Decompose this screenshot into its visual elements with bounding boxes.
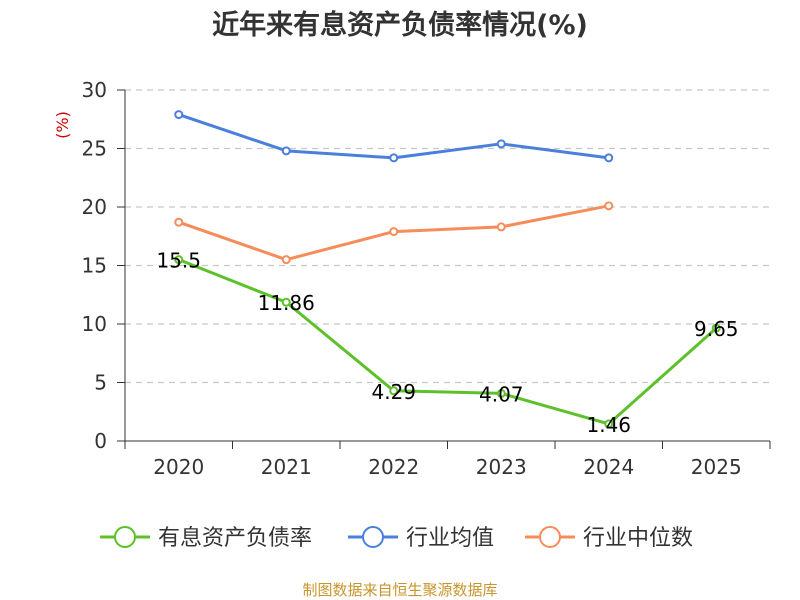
y-tick-label: 10: [82, 312, 107, 336]
data-point: [281, 255, 291, 265]
x-tick-label: 2020: [153, 455, 204, 479]
y-tick-label: 5: [94, 371, 107, 395]
y-tick-label: 25: [82, 137, 107, 161]
data-point: [174, 217, 184, 227]
gridlines: [125, 89, 770, 384]
series-1: [174, 255, 721, 429]
legend-item-2[interactable]: 行业均值: [348, 526, 494, 551]
data-label: 4.29: [371, 380, 416, 404]
x-axis-ticks: 2020 2021 2022 2023 2024 2025: [124, 441, 771, 479]
data-point: [389, 227, 399, 237]
data-point: [174, 110, 184, 120]
legend-item-1[interactable]: 有息资产负债率: [100, 526, 312, 551]
data-point: [389, 153, 399, 163]
legend-item-3[interactable]: 行业中位数: [525, 526, 693, 551]
legend-label: 行业中位数: [583, 526, 693, 551]
y-tick-label: 0: [94, 429, 107, 453]
series-2: [174, 110, 614, 163]
legend-swatch-marker: [114, 526, 136, 548]
y-axis-label: (%): [53, 111, 72, 139]
data-point: [604, 153, 614, 163]
data-point: [281, 297, 291, 307]
series-lines: [174, 110, 721, 429]
legend-label: 行业均值: [406, 526, 494, 551]
data-point: [604, 419, 614, 429]
data-point: [389, 386, 399, 396]
y-tick-label: 15: [82, 254, 107, 278]
series-line: [178, 113, 609, 160]
series-line: [178, 258, 718, 426]
legend-label: 有息资产负债率: [158, 526, 312, 551]
x-tick-label: 2021: [261, 455, 312, 479]
y-tick-label: 20: [82, 195, 107, 219]
data-point: [496, 222, 506, 232]
data-point: [604, 201, 614, 211]
data-point: [281, 146, 291, 156]
data-point: [174, 255, 184, 265]
data-label: 11.86: [258, 291, 315, 315]
data-point: [711, 323, 721, 333]
data-labels: 15.5 11.86 4.29 4.07 1.46 9.65: [156, 249, 738, 437]
x-tick-label: 2023: [476, 455, 527, 479]
source-note: 制图数据来自恒生聚源数据库: [302, 581, 497, 599]
series-3: [174, 201, 614, 265]
data-label: 15.5: [156, 249, 201, 273]
legend[interactable]: 有息资产负债率 行业均值 行业中位数: [100, 526, 693, 551]
data-label: 4.07: [479, 382, 524, 406]
legend-swatch-marker: [362, 526, 384, 548]
y-tick-label: 30: [82, 78, 107, 102]
data-point: [496, 139, 506, 149]
x-tick-label: 2022: [368, 455, 419, 479]
legend-swatch-marker: [539, 526, 561, 548]
data-point: [496, 388, 506, 398]
y-axis-ticks: 0 5 10 15 20 25 30: [82, 78, 125, 453]
x-tick-label: 2025: [691, 455, 742, 479]
data-label: 9.65: [694, 317, 739, 341]
data-label: 1.46: [586, 413, 631, 437]
x-tick-label: 2024: [583, 455, 634, 479]
chart-title: 近年来有息资产负债率情况(%): [212, 9, 588, 41]
